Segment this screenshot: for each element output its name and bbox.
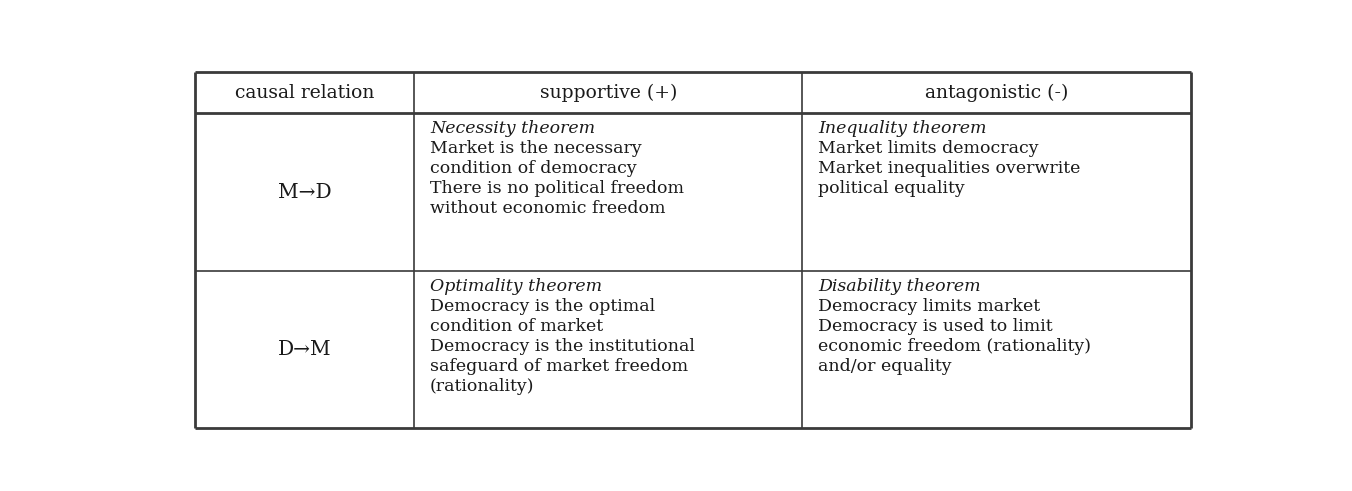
Text: Market limits democracy: Market limits democracy [818, 140, 1038, 157]
Text: Market inequalities overwrite: Market inequalities overwrite [818, 160, 1080, 177]
Text: Inequality theorem: Inequality theorem [818, 120, 987, 137]
Text: without economic freedom: without economic freedom [430, 200, 665, 217]
Text: Market is the necessary: Market is the necessary [430, 140, 642, 157]
Text: condition of democracy: condition of democracy [430, 160, 637, 177]
Text: causal relation: causal relation [235, 83, 375, 102]
Text: Disability theorem: Disability theorem [818, 278, 980, 295]
Text: Democracy is the institutional: Democracy is the institutional [430, 338, 695, 355]
Text: Optimality theorem: Optimality theorem [430, 278, 602, 295]
Text: Democracy is used to limit: Democracy is used to limit [818, 318, 1053, 335]
Text: economic freedom (rationality): economic freedom (rationality) [818, 338, 1091, 355]
Text: Democracy is the optimal: Democracy is the optimal [430, 298, 654, 315]
Text: and/or equality: and/or equality [818, 358, 952, 375]
Text: condition of market: condition of market [430, 318, 603, 335]
Text: Necessity theorem: Necessity theorem [430, 120, 595, 137]
Text: There is no political freedom: There is no political freedom [430, 180, 684, 197]
Text: D→M: D→M [279, 340, 331, 359]
Text: M→D: M→D [279, 183, 331, 202]
Text: supportive (+): supportive (+) [539, 83, 677, 102]
Text: safeguard of market freedom: safeguard of market freedom [430, 358, 688, 375]
Text: (rationality): (rationality) [430, 378, 534, 395]
Text: antagonistic (-): antagonistic (-) [925, 83, 1068, 102]
Text: political equality: political equality [818, 180, 965, 197]
Text: Democracy limits market: Democracy limits market [818, 298, 1040, 315]
